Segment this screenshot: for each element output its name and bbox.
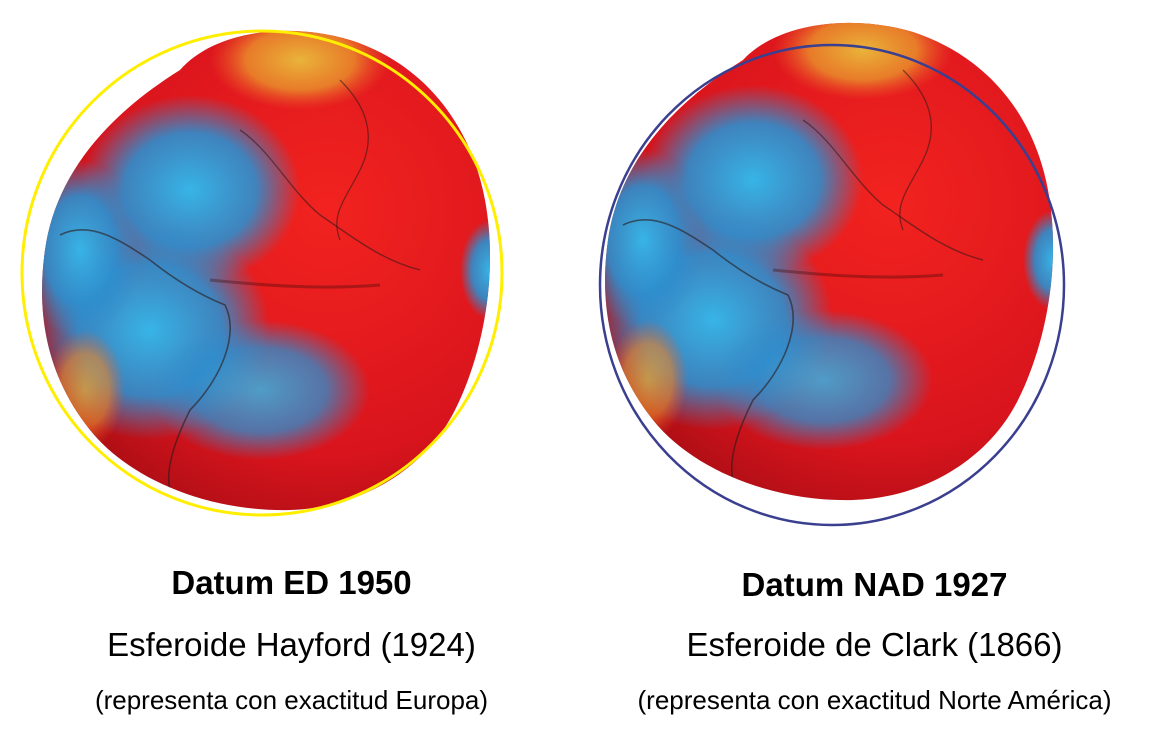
- spheroid-note: (representa con exactitud Europa): [94, 685, 489, 715]
- geoid-globe-ed1950: [20, 29, 504, 517]
- datum-title: Datum ED 1950: [171, 564, 412, 601]
- spheroid-name: Esferoide de Clark (1866): [686, 626, 1063, 663]
- reference-ellipse-hayford: [20, 29, 504, 517]
- spheroid-name: Esferoide Hayford (1924): [107, 626, 476, 663]
- geoid-surface: [42, 30, 491, 511]
- geoid-globe-nad1927: [598, 22, 1066, 527]
- panel-nad1927: Datum NAD 1927 Esferoide de Clark (1866)…: [583, 0, 1166, 734]
- reference-ellipse-clark: [598, 43, 1066, 527]
- panel-ed1950: Datum ED 1950 Esferoide Hayford (1924) (…: [20, 29, 504, 715]
- geoid-surface: [605, 22, 1054, 501]
- spheroid-note: (representa con exactitud Norte América): [637, 685, 1112, 715]
- datum-title: Datum NAD 1927: [741, 566, 1008, 603]
